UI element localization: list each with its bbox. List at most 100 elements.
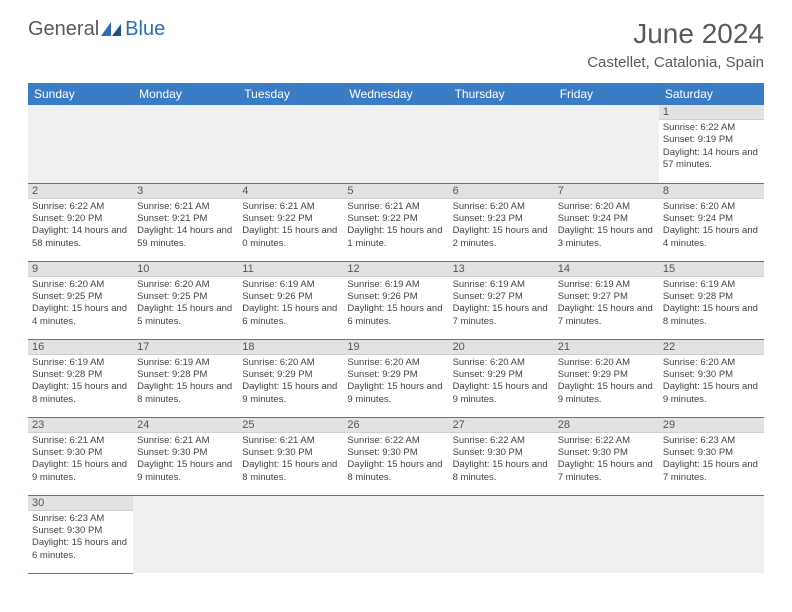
daylight-text: Daylight: 15 hours and 6 minutes.	[242, 303, 339, 328]
calendar-cell	[449, 105, 554, 183]
calendar-cell: 6Sunrise: 6:20 AMSunset: 9:23 PMDaylight…	[449, 183, 554, 261]
sunrise-text: Sunrise: 6:20 AM	[137, 279, 234, 291]
sunrise-text: Sunrise: 6:23 AM	[663, 435, 760, 447]
sunset-text: Sunset: 9:30 PM	[242, 447, 339, 459]
day-header-tuesday: Tuesday	[238, 83, 343, 105]
sunrise-text: Sunrise: 6:20 AM	[347, 357, 444, 369]
day-info: Sunrise: 6:20 AMSunset: 9:29 PMDaylight:…	[343, 355, 448, 408]
day-info: Sunrise: 6:22 AMSunset: 9:30 PMDaylight:…	[554, 433, 659, 486]
calendar-cell	[659, 495, 764, 573]
sunset-text: Sunset: 9:25 PM	[137, 291, 234, 303]
calendar-cell: 21Sunrise: 6:20 AMSunset: 9:29 PMDayligh…	[554, 339, 659, 417]
sunrise-text: Sunrise: 6:23 AM	[32, 513, 129, 525]
daylight-text: Daylight: 14 hours and 57 minutes.	[663, 147, 760, 172]
page-header: General Blue June 2024 Castellet, Catalo…	[0, 0, 792, 77]
day-number: 1	[659, 105, 764, 120]
calendar-cell: 15Sunrise: 6:19 AMSunset: 9:28 PMDayligh…	[659, 261, 764, 339]
day-number: 6	[449, 184, 554, 199]
sunset-text: Sunset: 9:22 PM	[242, 213, 339, 225]
daylight-text: Daylight: 15 hours and 7 minutes.	[663, 459, 760, 484]
day-number: 24	[133, 418, 238, 433]
sunset-text: Sunset: 9:24 PM	[558, 213, 655, 225]
sunset-text: Sunset: 9:19 PM	[663, 134, 760, 146]
calendar-cell: 16Sunrise: 6:19 AMSunset: 9:28 PMDayligh…	[28, 339, 133, 417]
daylight-text: Daylight: 15 hours and 9 minutes.	[663, 381, 760, 406]
calendar-cell: 5Sunrise: 6:21 AMSunset: 9:22 PMDaylight…	[343, 183, 448, 261]
daylight-text: Daylight: 15 hours and 9 minutes.	[242, 381, 339, 406]
sunset-text: Sunset: 9:30 PM	[663, 369, 760, 381]
sunset-text: Sunset: 9:30 PM	[453, 447, 550, 459]
sunrise-text: Sunrise: 6:21 AM	[242, 201, 339, 213]
calendar-cell: 2Sunrise: 6:22 AMSunset: 9:20 PMDaylight…	[28, 183, 133, 261]
calendar-cell: 19Sunrise: 6:20 AMSunset: 9:29 PMDayligh…	[343, 339, 448, 417]
daylight-text: Daylight: 14 hours and 59 minutes.	[137, 225, 234, 250]
sunrise-text: Sunrise: 6:22 AM	[453, 435, 550, 447]
calendar-cell	[238, 105, 343, 183]
calendar-row: 30Sunrise: 6:23 AMSunset: 9:30 PMDayligh…	[28, 495, 764, 573]
title-block: June 2024 Castellet, Catalonia, Spain	[587, 18, 764, 71]
sunset-text: Sunset: 9:25 PM	[32, 291, 129, 303]
calendar-cell: 12Sunrise: 6:19 AMSunset: 9:26 PMDayligh…	[343, 261, 448, 339]
sunrise-text: Sunrise: 6:22 AM	[347, 435, 444, 447]
day-number: 10	[133, 262, 238, 277]
day-info: Sunrise: 6:19 AMSunset: 9:28 PMDaylight:…	[133, 355, 238, 408]
day-info: Sunrise: 6:21 AMSunset: 9:30 PMDaylight:…	[238, 433, 343, 486]
day-info: Sunrise: 6:20 AMSunset: 9:29 PMDaylight:…	[449, 355, 554, 408]
daylight-text: Daylight: 15 hours and 5 minutes.	[137, 303, 234, 328]
calendar-cell: 17Sunrise: 6:19 AMSunset: 9:28 PMDayligh…	[133, 339, 238, 417]
calendar-cell	[343, 105, 448, 183]
sunrise-text: Sunrise: 6:20 AM	[453, 357, 550, 369]
sunset-text: Sunset: 9:29 PM	[347, 369, 444, 381]
day-info: Sunrise: 6:20 AMSunset: 9:29 PMDaylight:…	[554, 355, 659, 408]
day-number: 29	[659, 418, 764, 433]
sunrise-text: Sunrise: 6:20 AM	[663, 201, 760, 213]
day-number: 7	[554, 184, 659, 199]
day-info: Sunrise: 6:19 AMSunset: 9:26 PMDaylight:…	[343, 277, 448, 330]
sunset-text: Sunset: 9:24 PM	[663, 213, 760, 225]
calendar-cell: 23Sunrise: 6:21 AMSunset: 9:30 PMDayligh…	[28, 417, 133, 495]
sunset-text: Sunset: 9:26 PM	[347, 291, 444, 303]
calendar-cell: 3Sunrise: 6:21 AMSunset: 9:21 PMDaylight…	[133, 183, 238, 261]
calendar-cell: 22 Sunrise: 6:20 AMSunset: 9:30 PMDayligh…	[659, 339, 764, 417]
calendar-cell: 1Sunrise: 6:22 AMSunset: 9:19 PMDaylight…	[659, 105, 764, 183]
day-info: Sunrise: 6:19 AMSunset: 9:26 PMDaylight:…	[238, 277, 343, 330]
calendar-cell	[133, 105, 238, 183]
day-info: Sunrise: 6:20 AMSunset: 9:29 PMDaylight:…	[238, 355, 343, 408]
day-info: Sunrise: 6:21 AMSunset: 9:30 PMDaylight:…	[28, 433, 133, 486]
day-info: Sunrise: 6:21 AMSunset: 9:22 PMDaylight:…	[238, 199, 343, 252]
day-number: 17	[133, 340, 238, 355]
day-number: 30	[28, 496, 133, 511]
calendar-cell: 9Sunrise: 6:20 AMSunset: 9:25 PMDaylight…	[28, 261, 133, 339]
day-number: 26	[343, 418, 448, 433]
daylight-text: Daylight: 15 hours and 8 minutes.	[242, 459, 339, 484]
day-number: 3	[133, 184, 238, 199]
calendar-cell	[343, 495, 448, 573]
calendar-cell	[449, 495, 554, 573]
sunset-text: Sunset: 9:22 PM	[347, 213, 444, 225]
day-info: Sunrise: 6:22 AMSunset: 9:30 PMDaylight:…	[343, 433, 448, 486]
calendar-row: 23Sunrise: 6:21 AMSunset: 9:30 PMDayligh…	[28, 417, 764, 495]
sunrise-text: Sunrise: 6:20 AM	[663, 357, 760, 369]
daylight-text: Daylight: 15 hours and 4 minutes.	[663, 225, 760, 250]
daylight-text: Daylight: 15 hours and 7 minutes.	[453, 303, 550, 328]
calendar-cell: 30Sunrise: 6:23 AMSunset: 9:30 PMDayligh…	[28, 495, 133, 573]
day-info: Sunrise: 6:19 AMSunset: 9:28 PMDaylight:…	[659, 277, 764, 330]
sunrise-text: Sunrise: 6:19 AM	[453, 279, 550, 291]
calendar-cell: 25Sunrise: 6:21 AMSunset: 9:30 PMDayligh…	[238, 417, 343, 495]
calendar-cell: 29Sunrise: 6:23 AMSunset: 9:30 PMDayligh…	[659, 417, 764, 495]
day-number: 14	[554, 262, 659, 277]
calendar-cell: 11Sunrise: 6:19 AMSunset: 9:26 PMDayligh…	[238, 261, 343, 339]
calendar-cell	[554, 495, 659, 573]
calendar-table: Sunday Monday Tuesday Wednesday Thursday…	[28, 83, 764, 574]
sunrise-text: Sunrise: 6:19 AM	[347, 279, 444, 291]
day-header-thursday: Thursday	[449, 83, 554, 105]
day-number: 22	[659, 340, 764, 355]
daylight-text: Daylight: 15 hours and 2 minutes.	[453, 225, 550, 250]
sunrise-text: Sunrise: 6:22 AM	[558, 435, 655, 447]
calendar-cell: 14Sunrise: 6:19 AMSunset: 9:27 PMDayligh…	[554, 261, 659, 339]
sunset-text: Sunset: 9:30 PM	[347, 447, 444, 459]
daylight-text: Daylight: 15 hours and 6 minutes.	[32, 537, 129, 562]
day-info: Sunrise: 6:20 AMSunset: 9:25 PMDaylight:…	[133, 277, 238, 330]
daylight-text: Daylight: 15 hours and 7 minutes.	[558, 459, 655, 484]
sunset-text: Sunset: 9:27 PM	[453, 291, 550, 303]
